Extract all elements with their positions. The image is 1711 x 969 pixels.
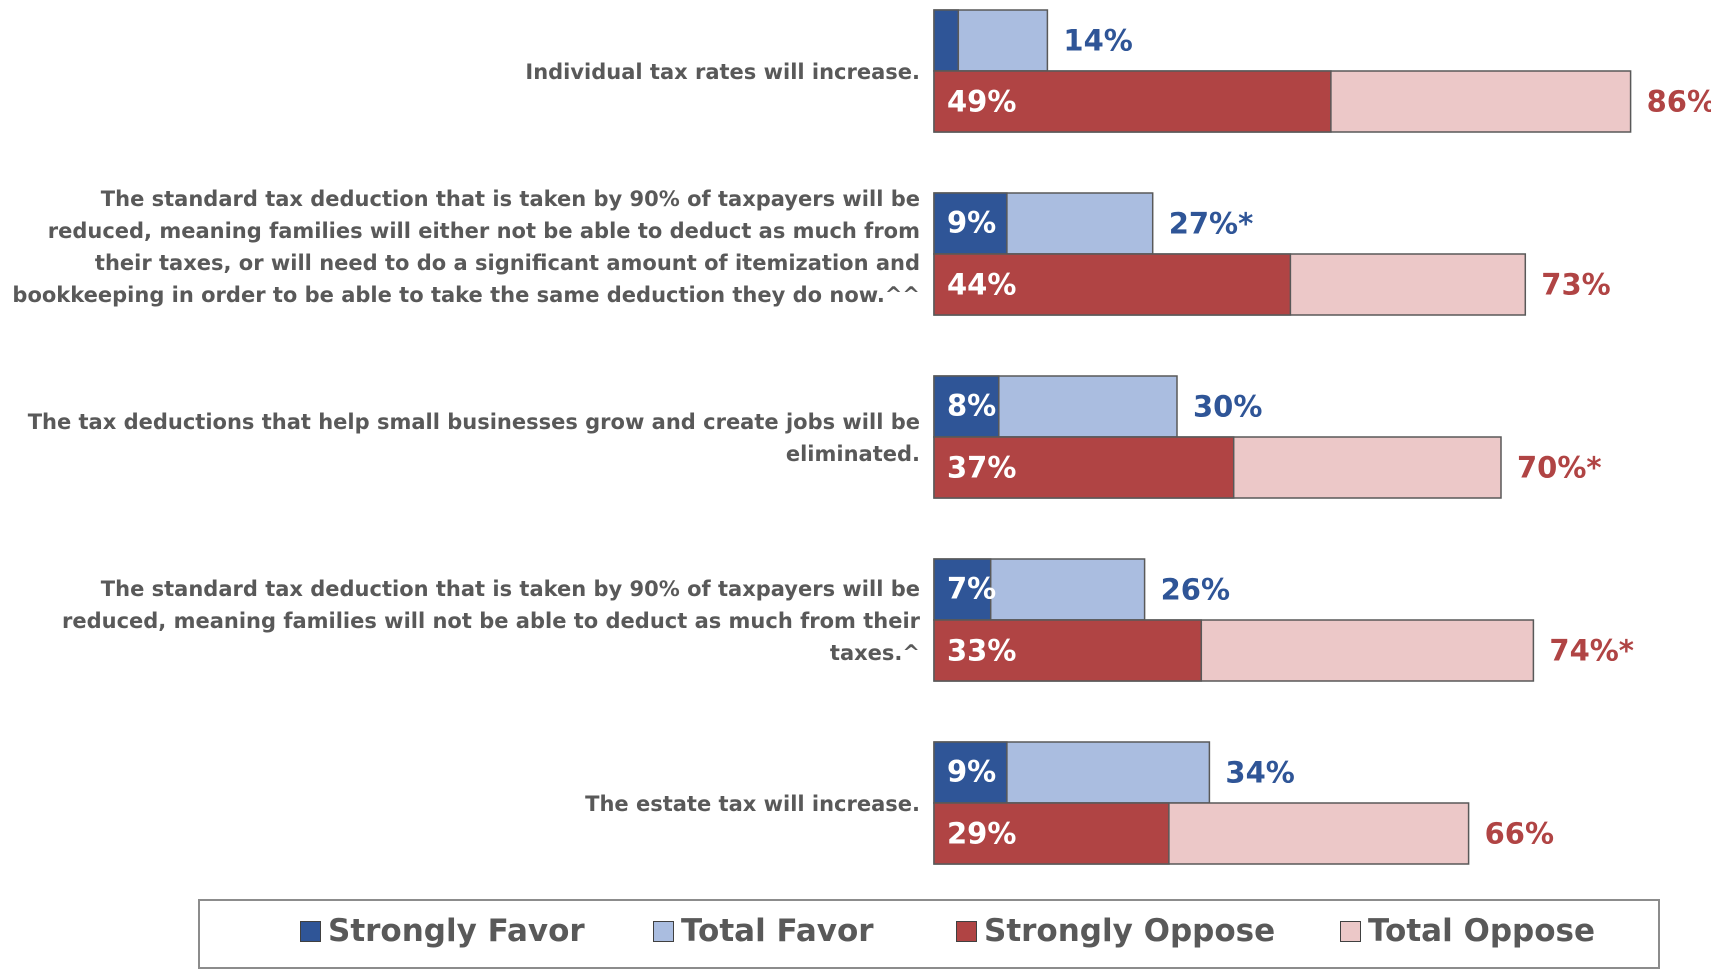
bar-strongly-oppose [933,436,1235,499]
question-label: The tax deductions that help small busin… [27,410,920,466]
data-label-strongly-oppose: 44% [947,268,1016,302]
question-label: The standard tax deduction that is taken… [62,577,920,665]
data-label-strongly-favor: 9% [947,206,996,240]
data-label-total-favor: 27%* [1169,207,1254,241]
legend-item-total-favor: Total Favor [653,913,874,949]
data-label-strongly-oppose: 49% [947,85,1016,119]
data-label-total-favor: 34% [1225,756,1294,790]
bar-strongly-favor [933,9,960,72]
data-label-total-oppose: 74%* [1549,634,1634,668]
question-label: The standard tax deduction that is taken… [12,187,920,307]
data-label-total-oppose: 73% [1541,268,1610,302]
data-label-strongly-favor: 9% [947,755,996,789]
data-label-total-oppose: 86% [1647,85,1711,119]
bar-strongly-favor [933,741,1008,804]
data-label-strongly-favor: 7% [947,572,996,606]
legend-item-strongly-oppose: Strongly Oppose [956,913,1275,949]
bar-strongly-oppose [933,802,1170,865]
legend-swatch-total-oppose [1340,920,1361,942]
bar-strongly-favor [933,192,1008,255]
bar-strongly-oppose [933,70,1332,133]
bar-strongly-oppose [933,253,1292,316]
question-label: Individual tax rates will increase. [525,60,920,84]
legend-swatch-strongly-oppose [956,920,977,942]
data-label-strongly-oppose: 33% [947,634,1016,668]
bar-chart: 14% 49% 86% 9% 27%* 44% 73% 8% 30% 37% 70%* 7% 26% 33… [933,9,1711,865]
legend-swatch-strongly-favor [300,920,321,942]
legend-label-total-oppose: Total Oppose [1368,913,1595,949]
data-label-strongly-favor: 8% [947,389,996,423]
question-label: The estate tax will increase. [585,792,920,816]
legend-label-total-favor: Total Favor [681,913,874,949]
legend-label-strongly-oppose: Strongly Oppose [984,913,1276,949]
legend: Strongly Favor Total Favor Strongly Oppo… [198,899,1660,969]
legend-swatch-total-favor [653,920,674,942]
data-label-strongly-oppose: 29% [947,817,1016,851]
data-label-strongly-oppose: 37% [947,451,1016,485]
data-label-total-favor: 26% [1161,573,1230,607]
data-label-total-favor: 14% [1063,24,1132,58]
data-label-total-oppose: 66% [1485,817,1554,851]
bar-strongly-favor [933,375,1000,438]
data-label-total-favor: 30% [1193,390,1262,424]
bar-strongly-oppose [933,619,1203,682]
legend-label-strongly-favor: Strongly Favor [328,913,585,949]
bar-strongly-favor [933,558,992,621]
legend-item-strongly-favor: Strongly Favor [300,913,585,949]
legend-item-total-oppose: Total Oppose [1340,913,1595,949]
data-label-total-oppose: 70%* [1517,451,1602,485]
